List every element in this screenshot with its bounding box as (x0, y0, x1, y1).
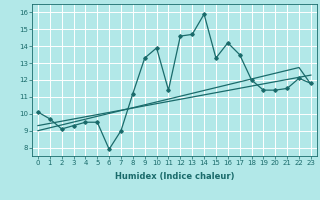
X-axis label: Humidex (Indice chaleur): Humidex (Indice chaleur) (115, 172, 234, 181)
